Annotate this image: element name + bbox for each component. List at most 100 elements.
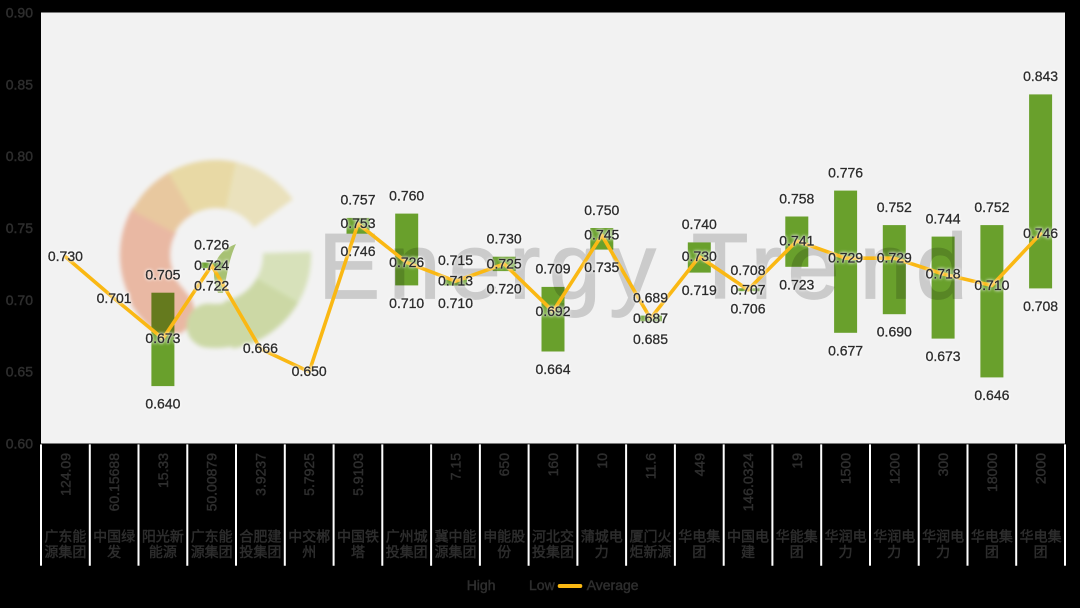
svg-text:0.90: 0.90 — [6, 5, 33, 21]
svg-text:塔: 塔 — [351, 544, 365, 560]
svg-text:3.9237: 3.9237 — [252, 453, 268, 496]
svg-text:0.75: 0.75 — [6, 220, 33, 236]
svg-text:州: 州 — [302, 544, 316, 560]
svg-text:厦门火: 厦门火 — [630, 529, 672, 545]
svg-text:蒲城电: 蒲城电 — [581, 529, 623, 545]
svg-text:300: 300 — [935, 453, 951, 477]
svg-text:0.744: 0.744 — [926, 210, 961, 226]
svg-text:阳光新: 阳光新 — [142, 529, 184, 545]
svg-text:0.843: 0.843 — [1023, 68, 1058, 84]
svg-text:0.708: 0.708 — [730, 262, 765, 278]
svg-text:0.687: 0.687 — [633, 310, 668, 326]
svg-text:0.690: 0.690 — [877, 324, 912, 340]
svg-text:0.752: 0.752 — [974, 199, 1009, 215]
svg-text:0.722: 0.722 — [194, 278, 229, 294]
svg-text:0.710: 0.710 — [974, 277, 1009, 293]
svg-text:0.745: 0.745 — [584, 227, 619, 243]
svg-text:投集团: 投集团 — [239, 544, 281, 560]
svg-text:炬新源: 炬新源 — [630, 544, 672, 560]
svg-text:146.0324: 146.0324 — [740, 453, 756, 512]
svg-text:160: 160 — [545, 453, 561, 477]
svg-text:0.776: 0.776 — [828, 164, 863, 180]
svg-text:发: 发 — [107, 544, 121, 560]
svg-text:0.685: 0.685 — [633, 331, 668, 347]
svg-text:力: 力 — [887, 544, 901, 560]
svg-text:15.33: 15.33 — [155, 453, 171, 488]
svg-text:0.80: 0.80 — [6, 148, 33, 164]
svg-text:力: 力 — [936, 544, 950, 560]
svg-text:0.664: 0.664 — [535, 361, 570, 377]
svg-text:0.701: 0.701 — [97, 290, 132, 306]
svg-text:0.646: 0.646 — [974, 387, 1009, 403]
svg-text:0.730: 0.730 — [48, 248, 83, 264]
svg-text:中国绿: 中国绿 — [93, 529, 135, 545]
svg-text:0.725: 0.725 — [487, 255, 522, 271]
svg-text:0.723: 0.723 — [779, 276, 814, 292]
svg-text:0.705: 0.705 — [145, 267, 180, 283]
svg-text:0.673: 0.673 — [926, 348, 961, 364]
svg-text:19: 19 — [789, 453, 805, 469]
svg-text:华能集: 华能集 — [776, 529, 818, 545]
svg-text:0.741: 0.741 — [779, 232, 814, 248]
svg-text:2000: 2000 — [1033, 453, 1049, 484]
svg-text:0.752: 0.752 — [877, 199, 912, 215]
svg-text:0.673: 0.673 — [145, 330, 180, 346]
svg-text:0.746: 0.746 — [340, 243, 375, 259]
svg-text:5.7925: 5.7925 — [301, 453, 317, 496]
svg-text:0.735: 0.735 — [584, 259, 619, 275]
svg-text:0.729: 0.729 — [828, 250, 863, 266]
svg-text:124.09: 124.09 — [57, 453, 73, 496]
svg-text:0.750: 0.750 — [584, 202, 619, 218]
svg-text:团: 团 — [790, 544, 804, 560]
svg-text:0.730: 0.730 — [487, 231, 522, 247]
svg-text:0.724: 0.724 — [194, 257, 229, 273]
svg-text:0.730: 0.730 — [682, 248, 717, 264]
svg-text:中国铁: 中国铁 — [337, 529, 379, 545]
svg-text:投集团: 投集团 — [532, 544, 574, 560]
svg-text:0.710: 0.710 — [389, 295, 424, 311]
svg-text:11.6: 11.6 — [643, 453, 659, 479]
svg-text:Average: Average — [587, 577, 639, 593]
svg-text:0.729: 0.729 — [877, 250, 912, 266]
svg-text:Low: Low — [529, 577, 556, 593]
svg-text:华润电: 华润电 — [825, 529, 867, 545]
svg-text:0.746: 0.746 — [1023, 225, 1058, 241]
svg-text:1200: 1200 — [886, 453, 902, 484]
svg-text:0.677: 0.677 — [828, 342, 863, 358]
svg-text:建: 建 — [741, 544, 755, 560]
svg-text:源集团: 源集团 — [44, 544, 86, 560]
svg-text:0.708: 0.708 — [1023, 298, 1058, 314]
svg-text:广州城: 广州城 — [386, 529, 428, 545]
svg-text:团: 团 — [1034, 544, 1048, 560]
svg-text:广东能: 广东能 — [191, 529, 233, 545]
svg-text:团: 团 — [692, 544, 706, 560]
svg-text:0.650: 0.650 — [292, 363, 327, 379]
svg-text:力: 力 — [595, 544, 609, 560]
svg-text:源集团: 源集团 — [191, 544, 233, 560]
svg-text:华润电: 华润电 — [873, 529, 915, 545]
svg-text:源集团: 源集团 — [435, 544, 477, 560]
svg-text:0.60: 0.60 — [6, 436, 33, 452]
svg-text:0.85: 0.85 — [6, 76, 33, 92]
svg-text:华电集: 华电集 — [971, 529, 1013, 545]
svg-text:0.70: 0.70 — [6, 292, 33, 308]
svg-text:华电集: 华电集 — [1020, 529, 1062, 545]
svg-text:7.15: 7.15 — [448, 453, 464, 480]
svg-text:力: 力 — [839, 544, 853, 560]
svg-text:0.706: 0.706 — [730, 301, 765, 317]
svg-text:0.726: 0.726 — [194, 236, 229, 252]
svg-text:0.740: 0.740 — [682, 216, 717, 232]
svg-text:中交郴: 中交郴 — [288, 529, 330, 545]
svg-text:0.719: 0.719 — [682, 282, 717, 298]
svg-text:0.666: 0.666 — [243, 340, 278, 356]
svg-text:0.710: 0.710 — [438, 295, 473, 311]
svg-text:nd: nd — [860, 216, 972, 318]
svg-text:0.726: 0.726 — [389, 254, 424, 270]
svg-text:650: 650 — [496, 453, 512, 477]
svg-text:1500: 1500 — [838, 453, 854, 484]
svg-text:0.718: 0.718 — [926, 266, 961, 282]
svg-text:0.720: 0.720 — [487, 281, 522, 297]
svg-text:High: High — [467, 577, 496, 593]
svg-text:10: 10 — [594, 453, 610, 469]
svg-text:18000: 18000 — [984, 453, 1000, 492]
